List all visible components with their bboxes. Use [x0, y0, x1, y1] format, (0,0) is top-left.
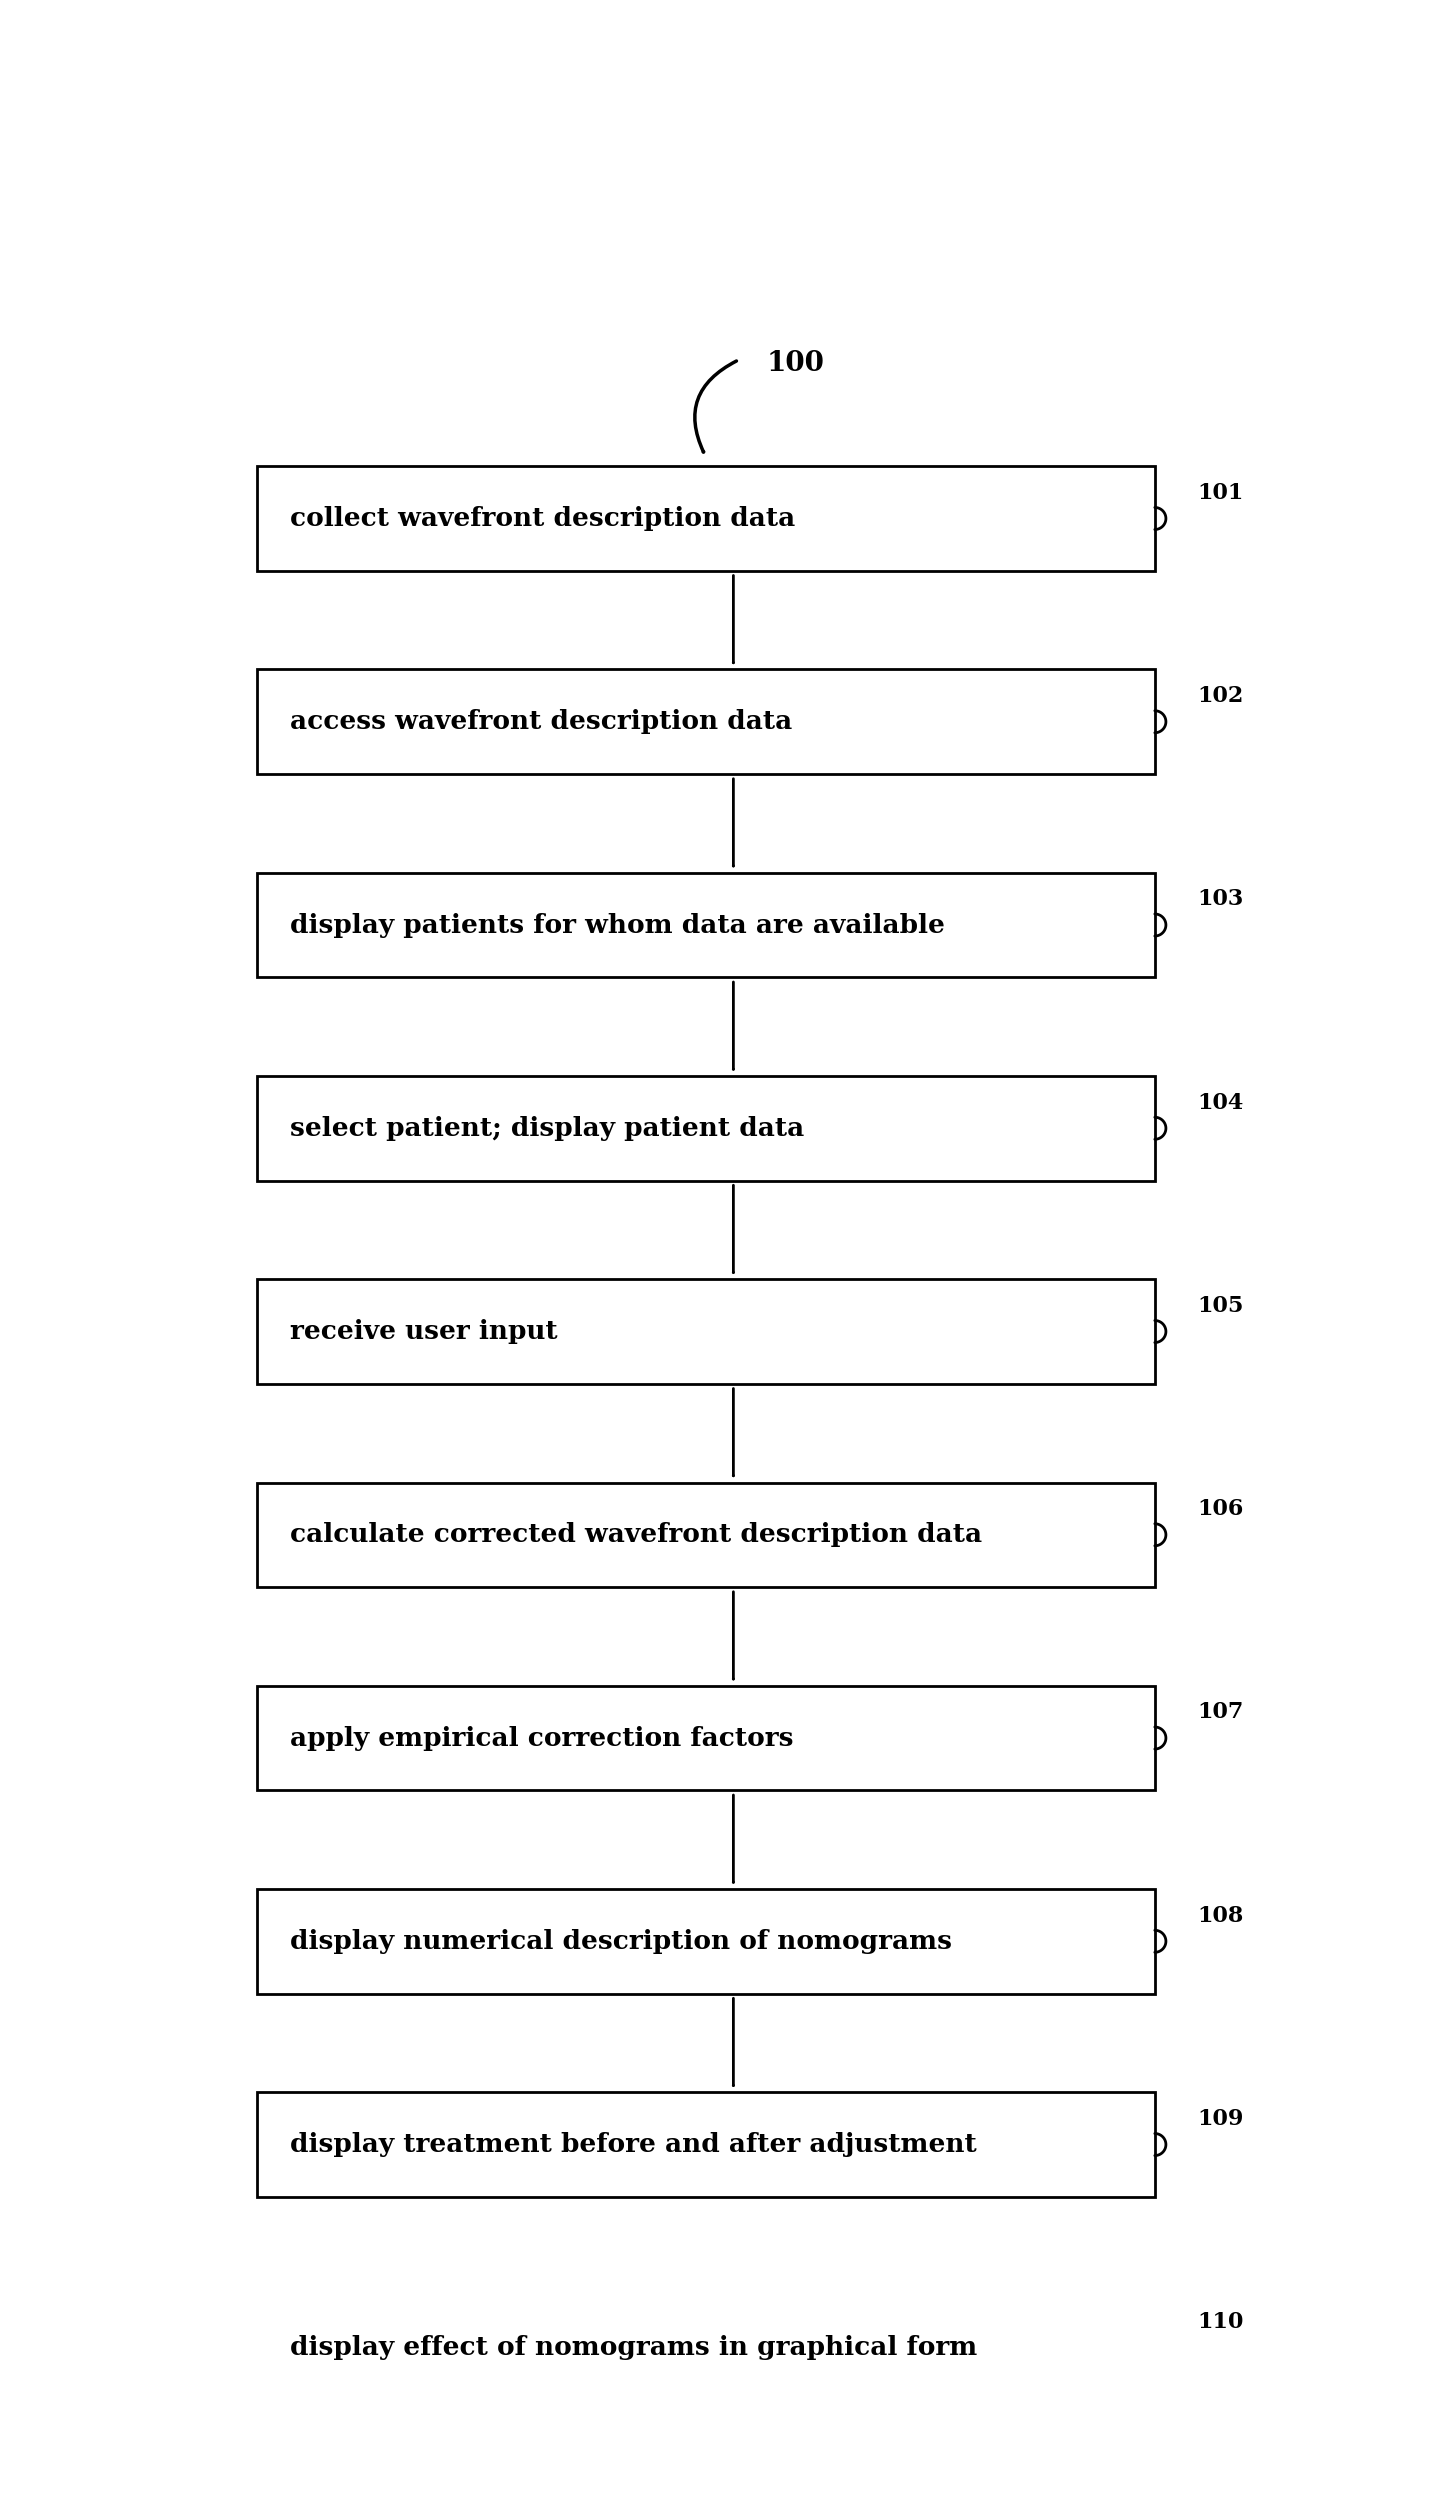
Bar — [256, 465, 1155, 571]
Bar — [256, 872, 1155, 978]
Text: 101: 101 — [1196, 483, 1244, 503]
Text: display treatment before and after adjustment: display treatment before and after adjus… — [289, 2132, 976, 2157]
Bar — [256, 2295, 1155, 2401]
Bar — [256, 1483, 1155, 1586]
Text: select patient; display patient data: select patient; display patient data — [289, 1116, 804, 1141]
Bar — [256, 2092, 1155, 2197]
Text: 107: 107 — [1196, 1702, 1244, 1725]
Text: receive user input: receive user input — [289, 1320, 558, 1345]
Bar — [256, 1687, 1155, 1790]
Bar — [256, 669, 1155, 774]
Text: collect wavefront description data: collect wavefront description data — [289, 505, 796, 530]
Text: access wavefront description data: access wavefront description data — [289, 709, 791, 734]
Text: 103: 103 — [1196, 887, 1244, 910]
Bar — [256, 1888, 1155, 1994]
Text: 108: 108 — [1196, 1906, 1244, 1926]
Text: display numerical description of nomograms: display numerical description of nomogra… — [289, 1928, 952, 1953]
Text: display effect of nomograms in graphical form: display effect of nomograms in graphical… — [289, 2336, 977, 2361]
Text: 100: 100 — [767, 349, 824, 377]
Bar — [256, 1076, 1155, 1182]
Text: 110: 110 — [1196, 2310, 1244, 2333]
Text: calculate corrected wavefront description data: calculate corrected wavefront descriptio… — [289, 1523, 982, 1546]
Text: display patients for whom data are available: display patients for whom data are avail… — [289, 913, 944, 938]
Text: apply empirical correction factors: apply empirical correction factors — [289, 1725, 793, 1750]
Text: 109: 109 — [1196, 2107, 1244, 2129]
Text: 102: 102 — [1196, 686, 1244, 706]
Bar — [256, 1280, 1155, 1383]
Bar — [661, 2499, 806, 2514]
Text: 104: 104 — [1196, 1091, 1244, 1114]
Text: 106: 106 — [1196, 1498, 1244, 1521]
Text: 105: 105 — [1196, 1295, 1244, 1317]
